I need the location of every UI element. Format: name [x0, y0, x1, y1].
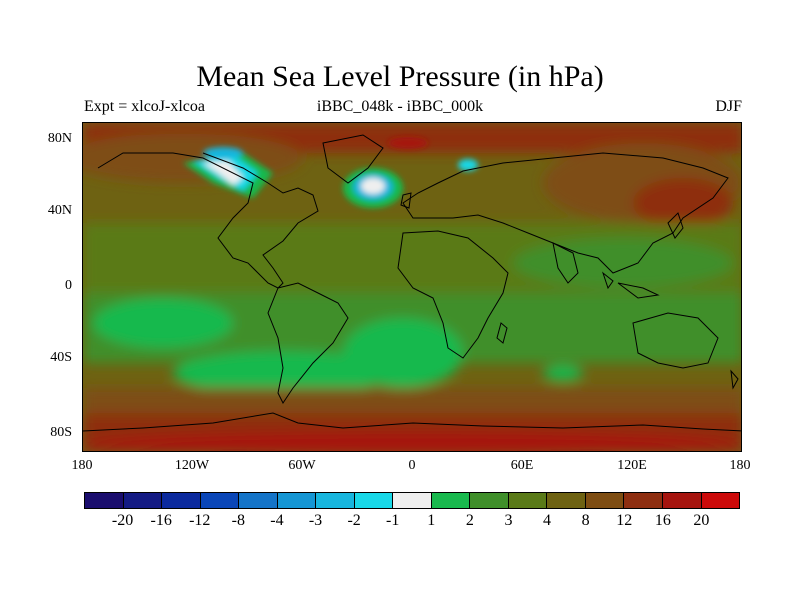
- x-tick-label: 0: [408, 458, 416, 473]
- colorbar-label: 8: [581, 512, 590, 529]
- colorbar: [84, 492, 740, 509]
- x-tick-label: 60E: [510, 458, 534, 473]
- experiment-label: Expt = xlcoJ-xlcoa: [84, 98, 205, 115]
- y-tick-label: 80N: [47, 131, 72, 146]
- colorbar-label: -20: [111, 512, 134, 529]
- y-tick-label: 80S: [50, 425, 72, 440]
- colorbar-swatch: [662, 493, 702, 508]
- colorbar-label: -8: [231, 512, 245, 529]
- colorbar-swatch: [547, 493, 586, 508]
- map-plot: [82, 122, 742, 452]
- colorbar-swatch: [277, 493, 317, 508]
- colorbar-label: 16: [654, 512, 671, 529]
- colorbar-swatch: [85, 493, 124, 508]
- map-canvas: [83, 123, 741, 451]
- colorbar-swatch: [624, 493, 663, 508]
- colorbar-swatch: [239, 493, 278, 508]
- colorbar-label: -3: [308, 512, 323, 529]
- x-tick-label: 120E: [617, 458, 647, 473]
- colorbar-swatch: [200, 493, 240, 508]
- pressure-field: [83, 123, 741, 451]
- season-label: DJF: [715, 98, 742, 115]
- colorbar-swatch: [701, 493, 740, 508]
- colorbar-swatch: [585, 493, 625, 508]
- colorbar-label: 12: [616, 512, 633, 529]
- colorbar-label: -12: [189, 512, 211, 529]
- y-tick-label: 0: [65, 278, 72, 293]
- colorbar-label: -1: [386, 512, 400, 529]
- coastlines: [83, 134, 741, 432]
- x-tick-label: 60W: [288, 458, 316, 473]
- page-title: Mean Sea Level Pressure (in hPa): [196, 60, 604, 93]
- comparison-label: iBBC_048k - iBBC_000k: [316, 98, 484, 115]
- colorbar-label: 4: [543, 512, 552, 529]
- colorbar-label: -16: [150, 512, 172, 529]
- colorbar-swatch: [508, 493, 548, 508]
- colorbar-swatch: [162, 493, 201, 508]
- x-tick-label: 120W: [174, 458, 210, 473]
- x-tick-label: 180: [729, 458, 751, 473]
- colorbar-swatch: [316, 493, 355, 508]
- arctic-anomalies: [183, 137, 478, 208]
- colorbar-swatch: [431, 493, 471, 508]
- colorbar-label: -2: [347, 512, 361, 529]
- colorbar-swatch: [470, 493, 509, 508]
- colorbar-label: 20: [693, 512, 710, 529]
- y-tick-label: 40N: [47, 203, 72, 218]
- colorbar-swatch: [393, 493, 432, 508]
- colorbar-swatch: [123, 493, 163, 508]
- colorbar-label: 3: [504, 512, 513, 529]
- colorbar-label: 1: [427, 512, 436, 529]
- colorbar-label: 2: [465, 512, 474, 529]
- colorbar-label: -4: [270, 512, 284, 529]
- y-tick-label: 40S: [50, 350, 72, 365]
- colorbar-swatch: [354, 493, 394, 508]
- x-tick-label: 180: [71, 458, 93, 473]
